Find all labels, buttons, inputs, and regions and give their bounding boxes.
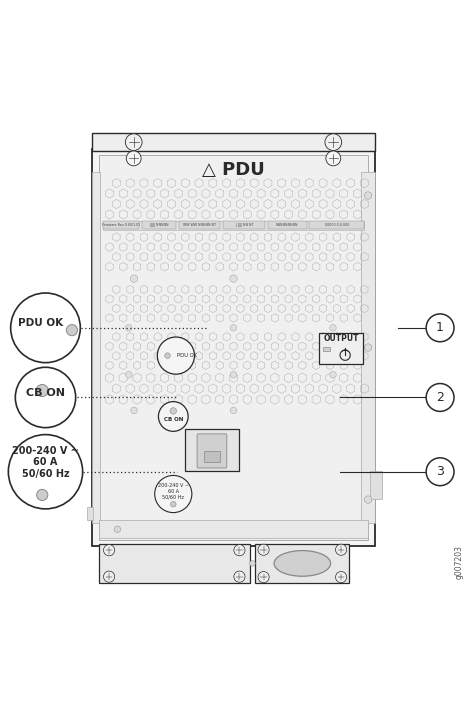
Circle shape (130, 275, 138, 282)
Text: PDU OK: PDU OK (177, 353, 197, 358)
Text: 1: 1 (436, 321, 444, 334)
Circle shape (158, 402, 188, 431)
Bar (223, 221, 265, 229)
Bar (87, 506, 93, 521)
Circle shape (326, 151, 341, 166)
FancyBboxPatch shape (370, 471, 382, 498)
Bar (323, 347, 330, 351)
Circle shape (114, 526, 120, 533)
Circle shape (157, 337, 194, 374)
Text: 2: 2 (436, 391, 444, 404)
Text: 200-240 V ~
60 A
50/60 Hz: 200-240 V ~ 60 A 50/60 Hz (158, 483, 189, 500)
Circle shape (126, 151, 141, 166)
Circle shape (170, 501, 176, 507)
Bar (92, 149, 375, 546)
Circle shape (330, 372, 336, 378)
Text: CB ON: CB ON (26, 388, 65, 398)
Bar (204, 451, 220, 462)
Circle shape (335, 544, 347, 556)
Circle shape (230, 372, 237, 378)
Circle shape (330, 324, 336, 331)
Text: 00000 0.0-000: 00000 0.0-000 (325, 223, 349, 227)
Bar (310, 221, 364, 229)
Text: △ PDU: △ PDU (202, 160, 265, 178)
Text: JJ JJJJ NN NT: JJ JJJJ NN NT (235, 223, 253, 227)
Circle shape (234, 545, 245, 556)
Circle shape (155, 475, 192, 513)
Circle shape (15, 367, 76, 427)
Circle shape (165, 353, 170, 359)
Text: CB ON: CB ON (163, 417, 183, 422)
Text: NNNNNNNNN: NNNNNNNNN (276, 223, 298, 227)
Text: PDU OK: PDU OK (18, 318, 64, 328)
Bar (99, 521, 368, 538)
Bar (92, 173, 100, 523)
Bar (142, 221, 176, 229)
Circle shape (8, 435, 83, 509)
Bar (99, 155, 368, 541)
Circle shape (364, 192, 372, 199)
Text: OUTPUT: OUTPUT (324, 334, 359, 344)
Circle shape (126, 372, 132, 378)
Circle shape (335, 571, 347, 583)
Bar (319, 333, 363, 364)
Circle shape (364, 344, 372, 352)
Text: WW WW NNNNN NT: WW WW NNNNN NT (183, 223, 216, 227)
Circle shape (364, 496, 372, 503)
Bar (99, 543, 250, 583)
Text: JJJJJJ NNNNN: JJJJJJ NNNNN (149, 223, 169, 227)
Bar (361, 173, 375, 523)
Circle shape (230, 275, 237, 282)
Circle shape (104, 571, 115, 582)
Circle shape (250, 561, 255, 566)
Text: 3: 3 (436, 465, 444, 478)
Circle shape (104, 545, 115, 556)
Circle shape (11, 293, 80, 362)
Circle shape (125, 134, 142, 150)
Bar (255, 543, 349, 583)
Circle shape (37, 489, 48, 500)
Text: 200-240 V ~
60 A
50/60 Hz: 200-240 V ~ 60 A 50/60 Hz (12, 446, 79, 479)
Circle shape (258, 544, 269, 556)
Circle shape (426, 458, 454, 485)
Bar (103, 221, 364, 230)
Circle shape (131, 407, 137, 414)
Text: g007203: g007203 (454, 544, 463, 579)
Circle shape (66, 324, 78, 336)
Bar (268, 221, 307, 229)
Circle shape (230, 324, 237, 331)
Bar (185, 429, 239, 471)
Circle shape (230, 407, 237, 414)
Circle shape (325, 134, 342, 150)
Circle shape (426, 384, 454, 412)
Circle shape (258, 571, 269, 583)
Ellipse shape (274, 551, 331, 576)
Circle shape (426, 314, 454, 342)
Circle shape (234, 571, 245, 582)
Circle shape (36, 384, 48, 397)
Bar (103, 221, 139, 229)
Circle shape (126, 324, 132, 331)
FancyBboxPatch shape (92, 133, 375, 151)
Bar (178, 221, 220, 229)
Text: Firmware Rev 0.00/1.01: Firmware Rev 0.00/1.01 (102, 223, 140, 227)
Circle shape (170, 407, 177, 414)
FancyBboxPatch shape (197, 434, 227, 468)
